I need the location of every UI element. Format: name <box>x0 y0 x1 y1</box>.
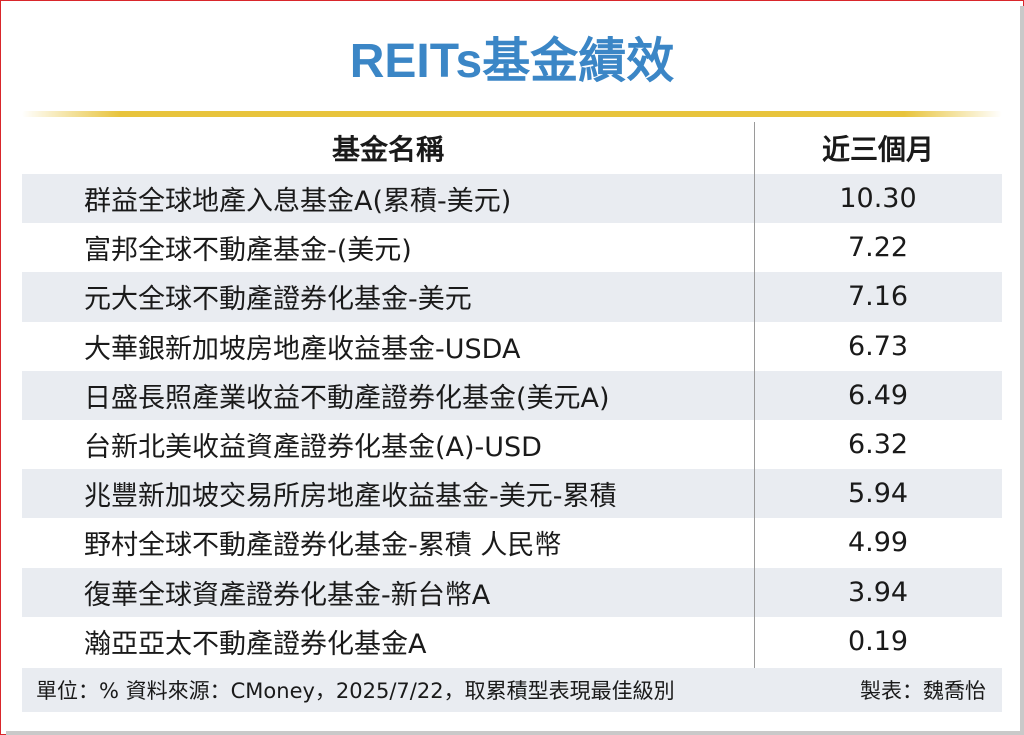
fund-name-cell: 大華銀新加坡房地產收益基金-USDA <box>84 333 521 365</box>
header-fund-name: 基金名稱 <box>331 133 444 166</box>
fund-name-cell: 富邦全球不動產基金-(美元) <box>84 235 412 267</box>
three-month-return-cell: 5.94 <box>847 478 909 510</box>
three-month-return-cell: 7.16 <box>847 281 909 313</box>
fund-name-cell: 群益全球地產入息基金A(累積-美元) <box>84 186 512 218</box>
fund-name-cell: 野村全球不動產證券化基金-累積 人民幣 <box>84 530 562 562</box>
three-month-return-cell: 10.30 <box>839 183 917 215</box>
three-month-return-cell: 3.94 <box>847 576 909 608</box>
three-month-return-cell: 6.73 <box>847 330 909 362</box>
table-footer: 單位：% 資料來源：CMoney，2025/7/22，取累積型表現最佳級別 製表… <box>22 668 1002 712</box>
table-row: 兆豐新加坡交易所房地產收益基金-美元-累積 5.94 <box>22 469 1002 519</box>
source-note: 單位：% 資料來源：CMoney，2025/7/22，取累積型表現最佳級別 <box>36 679 675 703</box>
table-row: 台新北美收益資產證券化基金(A)-USD 6.32 <box>22 420 1002 469</box>
three-month-return-cell: 0.19 <box>847 625 909 657</box>
fund-name-cell: 復華全球資產證券化基金-新台幣A <box>84 579 491 611</box>
table-row: 大華銀新加坡房地產收益基金-USDA 6.73 <box>22 322 1002 371</box>
title-underline <box>22 111 1002 117</box>
fund-name-cell: 日盛長照產業收益不動產證券化基金(美元A) <box>84 382 610 414</box>
chart-credit: 製表：魏喬怡 <box>860 679 986 703</box>
table-row: 富邦全球不動產基金-(美元) 7.22 <box>22 223 1002 272</box>
three-month-return-cell: 4.99 <box>847 527 909 559</box>
three-month-return-cell: 6.32 <box>847 429 909 461</box>
three-month-return-cell: 6.49 <box>847 379 909 411</box>
table-row: 元大全球不動產證券化基金-美元 7.16 <box>22 272 1002 322</box>
table-row: 野村全球不動產證券化基金-累積 人民幣 4.99 <box>22 518 1002 567</box>
table-row: 群益全球地產入息基金A(累積-美元) 10.30 <box>22 174 1002 224</box>
frame-shadow-bottom <box>6 731 1024 735</box>
three-month-return-cell: 7.22 <box>847 232 909 264</box>
fund-performance-table: 基金名稱 近三個月 群益全球地產入息基金A(累積-美元) 10.30 富邦全球不… <box>22 122 1002 666</box>
fund-name-cell: 兆豐新加坡交易所房地產收益基金-美元-累積 <box>84 481 617 513</box>
column-divider <box>754 122 755 668</box>
table-row: 日盛長照產業收益不動產證券化基金(美元A) 6.49 <box>22 370 1002 420</box>
frame-shadow-right <box>1020 6 1024 735</box>
table-header-row: 基金名稱 近三個月 <box>22 122 1002 174</box>
fund-name-cell: 台新北美收益資產證券化基金(A)-USD <box>84 432 542 464</box>
table-row: 復華全球資產證券化基金-新台幣A 3.94 <box>22 567 1002 617</box>
header-three-month: 近三個月 <box>821 133 934 166</box>
table-row: 瀚亞亞太不動產證券化基金A 0.19 <box>22 617 1002 666</box>
fund-name-cell: 元大全球不動產證券化基金-美元 <box>84 284 472 316</box>
page-title: REITs基金績效 <box>349 35 675 88</box>
fund-name-cell: 瀚亞亞太不動產證券化基金A <box>84 628 427 660</box>
